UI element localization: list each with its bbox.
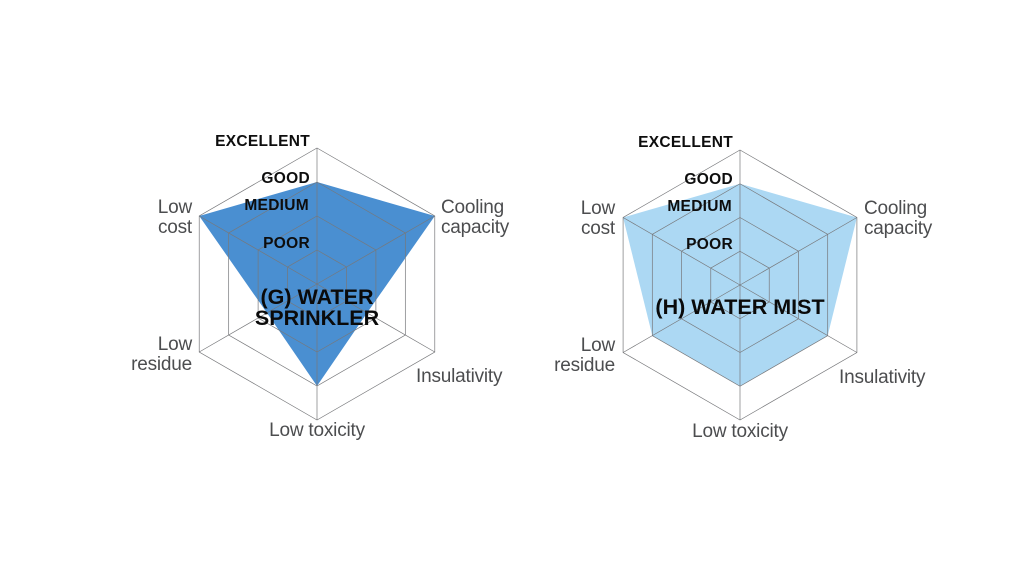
axis-label-low-residue: Low residue xyxy=(131,334,192,375)
chart-title-water-mist: (H) WATER MIST xyxy=(655,295,825,319)
scale-label-excellent: EXCELLENT xyxy=(638,134,733,151)
scale-label-medium: MEDIUM xyxy=(244,197,309,214)
radar-group-water-mist xyxy=(622,149,858,421)
grid-spoke xyxy=(316,283,435,353)
scale-label-good: GOOD xyxy=(261,170,310,187)
axis-label-cooling-capacity: Cooling capacity xyxy=(864,198,933,239)
grid-spoke xyxy=(316,215,435,285)
chart-title-water-sprinkler: (G) WATER SPRINKLER xyxy=(254,285,380,330)
axis-label-insulativity: Insulativity xyxy=(416,366,503,387)
scale-label-excellent: EXCELLENT xyxy=(215,133,310,150)
axis-label-low-toxicity: Low toxicity xyxy=(269,420,365,441)
radar-group-water-sprinkler xyxy=(198,147,436,421)
grid-spoke xyxy=(199,283,318,353)
axis-label-cooling-capacity: Cooling capacity xyxy=(441,197,510,238)
scale-label-poor: POOR xyxy=(686,236,733,253)
grid-spoke xyxy=(199,215,318,285)
scale-label-poor: POOR xyxy=(263,235,310,252)
axis-label-low-residue: Low residue xyxy=(554,335,615,376)
scale-label-medium: MEDIUM xyxy=(667,198,732,215)
grid-spoke xyxy=(739,284,858,353)
axis-label-low-toxicity: Low toxicity xyxy=(692,421,788,442)
scale-label-good: GOOD xyxy=(684,171,733,188)
grid-spoke xyxy=(622,217,741,286)
axis-label-low-cost: Low cost xyxy=(580,198,615,239)
grid-spoke xyxy=(622,284,741,353)
axis-label-insulativity: Insulativity xyxy=(839,367,926,388)
axis-label-low-cost: Low cost xyxy=(157,197,192,238)
grid-spoke xyxy=(739,217,858,286)
